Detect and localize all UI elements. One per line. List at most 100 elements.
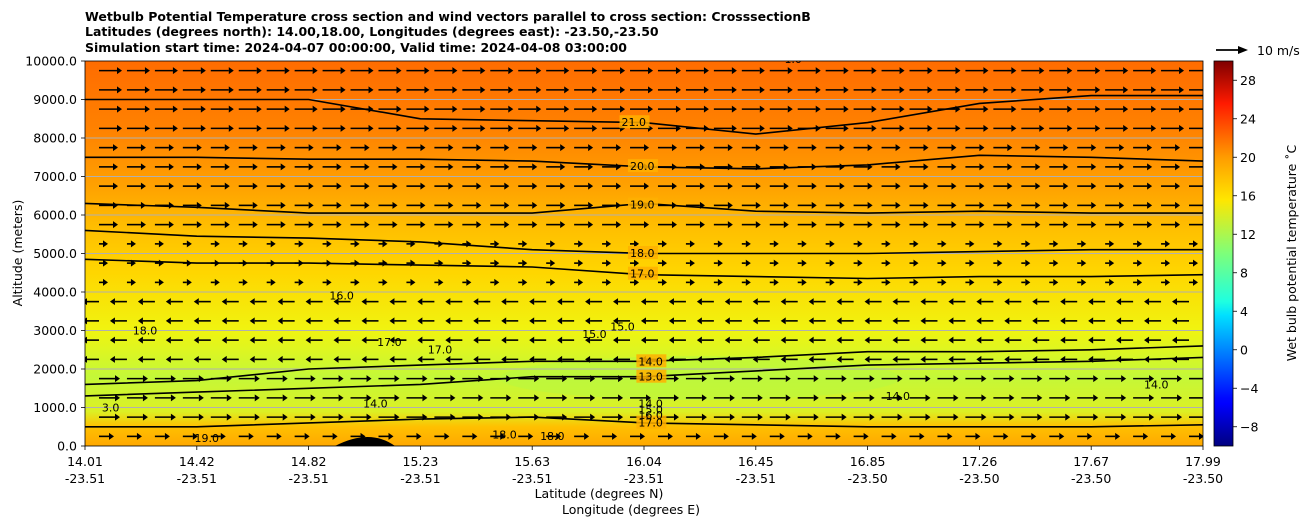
wind-vector-head <box>1004 355 1010 363</box>
wind-vector-head <box>1065 413 1071 421</box>
wind-vector-head <box>871 86 877 94</box>
y-tick-label: 9000.0 <box>33 92 77 107</box>
wind-vector-head <box>221 317 227 325</box>
wind-vector-head <box>592 86 598 94</box>
wind-vector-head <box>815 105 821 113</box>
wind-vector-head <box>214 278 220 286</box>
wind-vector-head <box>644 144 650 152</box>
wind-vector-head <box>214 240 220 248</box>
wind-vector-head <box>368 86 374 94</box>
wind-vector-head <box>1007 221 1013 229</box>
wind-vector-head <box>588 201 594 209</box>
wind-vector-head <box>504 201 510 209</box>
wind-vector-head <box>759 67 765 75</box>
wind-vector-head <box>228 124 234 132</box>
wind-vector-head <box>1067 105 1073 113</box>
wind-vector-head <box>755 144 761 152</box>
wind-vector-head <box>585 355 591 363</box>
wind-vector-head <box>955 86 961 94</box>
wind-vector-head <box>310 375 316 383</box>
contour-label: 17.0 <box>638 417 663 430</box>
wind-vector-head <box>1193 259 1198 267</box>
wind-vector-head <box>941 259 947 267</box>
wind-vector-head <box>979 163 985 171</box>
y-axis: 0.0 1000.0 2000.0 3000.0 4000.0 5000.0 6000.0 7… <box>25 54 85 454</box>
wind-vector-head <box>841 413 847 421</box>
wind-vector-head <box>703 67 709 75</box>
wind-vector-head <box>270 240 276 248</box>
wind-vector-head <box>640 317 646 325</box>
wind-vector-head <box>892 298 898 306</box>
wind-vector-head <box>109 336 115 344</box>
wind-vector-head <box>528 432 534 440</box>
wind-vector-head <box>675 124 681 132</box>
wind-vector-head <box>445 355 451 363</box>
wind-vector-head <box>196 144 202 152</box>
wind-vector-head <box>305 336 311 344</box>
wind-vector-head <box>298 259 304 267</box>
x-tick-label-lon: -23.51 <box>736 471 776 486</box>
wind-vector-head <box>811 163 817 171</box>
wind-vector-head <box>634 278 640 286</box>
wind-vector-head <box>1193 240 1198 248</box>
wind-vector-head <box>170 413 176 421</box>
wind-vector-head <box>242 240 248 248</box>
wind-vector-head <box>1149 413 1155 421</box>
wind-vector-head <box>117 105 122 113</box>
wind-vector-head <box>501 317 507 325</box>
wind-vector-head <box>1037 394 1043 402</box>
wind-vector-head <box>895 163 901 171</box>
wind-vector-head <box>955 124 961 132</box>
wind-vector-head <box>1109 278 1115 286</box>
wind-vector-head <box>895 144 901 152</box>
wind-vector-head <box>336 182 342 190</box>
contour-label: 19.0 <box>195 432 220 445</box>
wind-vector-head <box>1035 221 1041 229</box>
wind-vector-head <box>137 317 143 325</box>
wind-vector-head <box>445 298 451 306</box>
wind-vector-head <box>137 336 143 344</box>
wind-vector-head <box>1179 124 1185 132</box>
wind-vector-head <box>560 221 566 229</box>
x-tick-label-lon: -23.50 <box>1071 471 1111 486</box>
wind-vector-head <box>476 144 482 152</box>
wind-vector-head <box>336 163 342 171</box>
wind-vector-head <box>168 144 174 152</box>
wind-vector-head <box>671 201 677 209</box>
wind-vector-head <box>1144 336 1150 344</box>
wind-vector-head <box>867 163 873 171</box>
wind-vector-head <box>807 432 813 440</box>
wind-vector-head <box>843 86 849 94</box>
wind-vector-head <box>1151 124 1157 132</box>
wind-vector-head <box>955 105 961 113</box>
wind-vector-head <box>723 432 729 440</box>
wind-vector-head <box>1205 394 1210 401</box>
wind-vector-head <box>534 375 540 383</box>
wind-vector-head <box>508 124 514 132</box>
wind-vector-head <box>1115 432 1121 440</box>
wind-vector-head <box>284 86 290 94</box>
wind-vector-head <box>752 355 758 363</box>
quiver-key: 10 m/s <box>1216 43 1300 58</box>
wind-vector-head <box>1203 183 1208 190</box>
wind-vector-head <box>752 336 758 344</box>
wind-vector-head <box>1193 278 1198 286</box>
wind-vector-head <box>1088 298 1094 306</box>
wind-vector-head <box>1123 124 1129 132</box>
wind-vector-head <box>196 221 202 229</box>
wind-vector-head <box>277 336 283 344</box>
wind-vector-head <box>1205 414 1210 421</box>
wind-vector-head <box>759 124 765 132</box>
wind-vector-head <box>1172 298 1177 306</box>
wind-vector-head <box>1093 375 1099 383</box>
wind-vector-head <box>951 221 957 229</box>
wind-vector-head <box>701 413 707 421</box>
wind-vector-head <box>1088 336 1094 344</box>
wind-vector-head <box>829 278 835 286</box>
wind-vector-head <box>221 355 227 363</box>
wind-vector-head <box>1177 375 1183 383</box>
wind-vector-head <box>1032 298 1038 306</box>
wind-vector-head <box>841 394 847 402</box>
wind-vector-head <box>364 182 370 190</box>
wind-vector-head <box>396 105 402 113</box>
